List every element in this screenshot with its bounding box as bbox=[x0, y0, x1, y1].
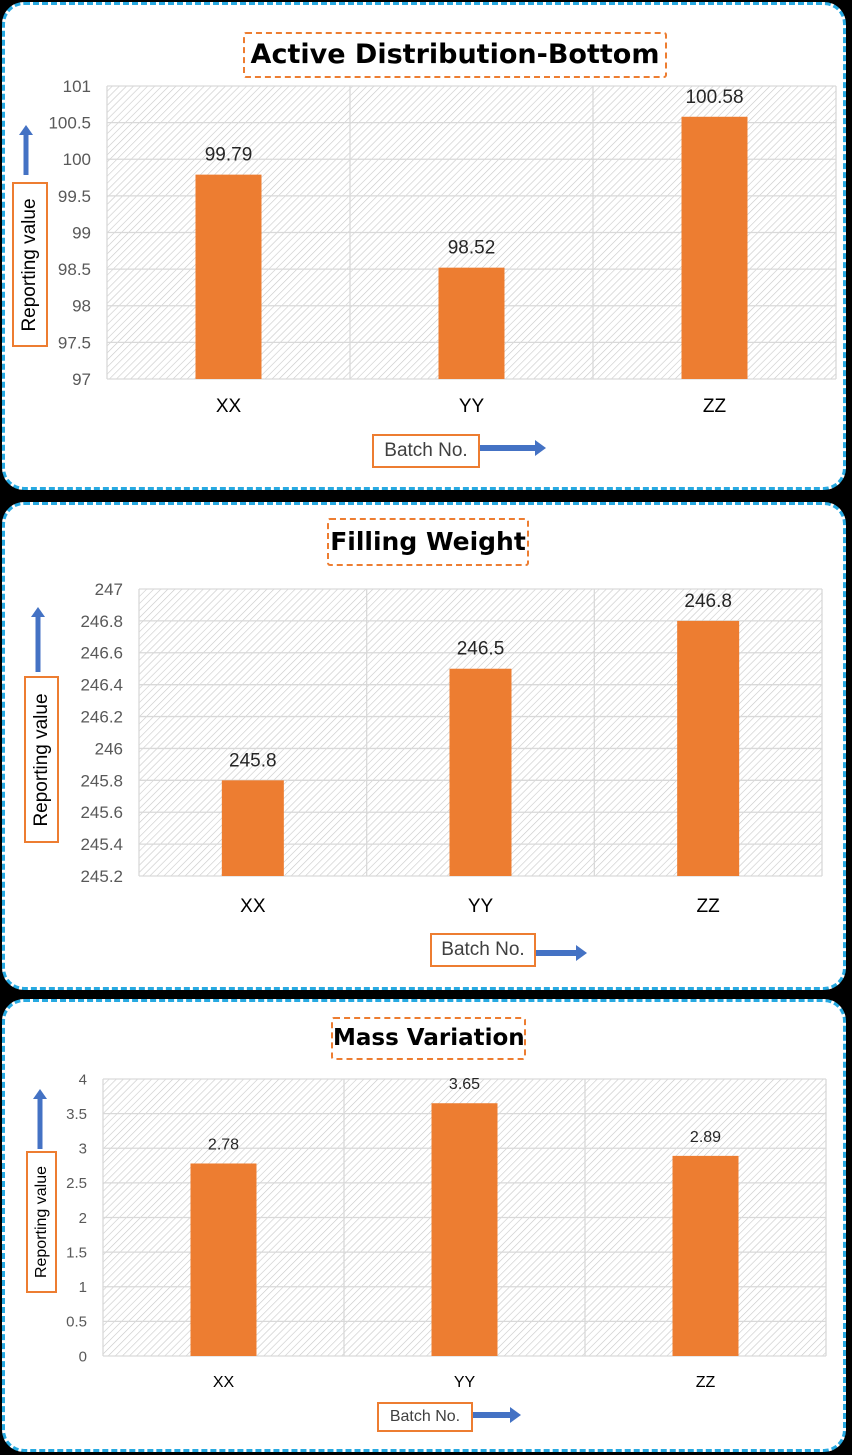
x-category-label: YY bbox=[468, 896, 494, 917]
y-tick-label: 2.5 bbox=[66, 1175, 87, 1192]
bar-value-label: 2.89 bbox=[690, 1129, 721, 1146]
y-axis-arrow-shaft bbox=[37, 1098, 43, 1149]
x-axis-arrow-shaft bbox=[476, 445, 536, 451]
y-tick-label: 101 bbox=[63, 77, 91, 96]
bar-value-label: 3.65 bbox=[449, 1076, 480, 1093]
x-category-label: XX bbox=[213, 1374, 235, 1391]
y-axis-arrow-head bbox=[33, 1089, 47, 1099]
bar-value-label: 246.8 bbox=[684, 591, 732, 612]
bar-value-label: 245.8 bbox=[229, 750, 277, 771]
chart-plot-mass-variation: 0 0.5 1 1.5 2 2.5 3 3.5 4 2.78 XX 3.65 YY 2.89 ZZ bbox=[33, 1071, 827, 1423]
y-tick-label: 246.8 bbox=[80, 612, 123, 631]
bar-value-label: 2.78 bbox=[208, 1136, 239, 1153]
y-axis-arrow-head bbox=[19, 125, 33, 135]
y-tick-label: 246.6 bbox=[80, 644, 123, 663]
y-tick-label: 246 bbox=[95, 739, 123, 758]
x-axis-arrow-head bbox=[535, 440, 546, 456]
chart-title: Mass Variation bbox=[331, 1017, 526, 1060]
x-category-label: XX bbox=[240, 896, 266, 917]
chart-plot-active-distribution: 97 97.5 98 98.5 99 99.5 100 100.5 101 99.79 XX 98.5… bbox=[19, 77, 837, 456]
bar-value-label: 246.5 bbox=[457, 639, 505, 660]
bar-xx bbox=[221, 780, 284, 876]
y-tick-label: 97 bbox=[72, 370, 91, 389]
x-axis-label: Batch No. bbox=[430, 933, 536, 967]
bar-zz bbox=[672, 1155, 739, 1356]
x-category-label: XX bbox=[216, 396, 242, 417]
y-tick-label: 2 bbox=[79, 1210, 87, 1227]
y-tick-label: 4 bbox=[79, 1071, 87, 1088]
y-tick-label: 99.5 bbox=[58, 187, 91, 206]
y-tick-label: 99 bbox=[72, 223, 91, 242]
x-axis-arrow-shaft bbox=[531, 950, 577, 956]
x-category-label: YY bbox=[459, 396, 485, 417]
y-tick-label: 98.5 bbox=[58, 260, 91, 279]
y-axis-arrow-shaft bbox=[23, 134, 29, 175]
y-axis-label-text: Reporting value bbox=[30, 692, 52, 827]
bar-zz bbox=[681, 116, 748, 379]
x-axis-arrow-head bbox=[510, 1407, 521, 1423]
y-axis-label: Reporting value bbox=[12, 182, 48, 347]
x-axis-label: Batch No. bbox=[377, 1402, 473, 1432]
bar-yy bbox=[431, 1103, 498, 1356]
y-tick-label: 1 bbox=[79, 1279, 87, 1296]
y-axis-arrow-head bbox=[31, 607, 45, 617]
y-tick-label: 100 bbox=[63, 150, 91, 169]
x-axis-label: Batch No. bbox=[372, 434, 480, 468]
bar-zz bbox=[677, 620, 740, 876]
x-category-label: ZZ bbox=[697, 896, 721, 917]
chart-panel-filling-weight: 245.2 245.4 245.6 245.8 246 246.2 246.4 246.6 24… bbox=[2, 502, 846, 990]
y-tick-label: 98 bbox=[72, 297, 91, 316]
chart-title: Filling Weight bbox=[327, 518, 529, 566]
chart-title: Active Distribution-Bottom bbox=[243, 32, 667, 78]
y-tick-label: 3 bbox=[79, 1141, 87, 1158]
y-tick-label: 245.8 bbox=[80, 771, 123, 790]
y-axis-label-text: Reporting value bbox=[19, 197, 40, 332]
y-tick-label: 3.5 bbox=[66, 1106, 87, 1123]
y-axis-label: Reporting value bbox=[24, 676, 59, 843]
y-tick-label: 247 bbox=[95, 580, 123, 599]
y-tick-label: 245.2 bbox=[80, 867, 123, 886]
y-tick-label: 245.4 bbox=[80, 835, 123, 854]
bar-yy bbox=[438, 267, 505, 379]
chart-plot-filling-weight: 245.2 245.4 245.6 245.8 246 246.2 246.4 246.6 24… bbox=[31, 580, 823, 961]
y-tick-label: 0 bbox=[79, 1348, 87, 1365]
y-tick-label: 246.4 bbox=[80, 676, 123, 695]
y-axis-label: Reporting value bbox=[26, 1151, 57, 1293]
y-tick-label: 100.5 bbox=[48, 114, 91, 133]
bar-yy bbox=[449, 668, 512, 876]
bar-xx bbox=[190, 1163, 257, 1356]
y-tick-label: 245.6 bbox=[80, 803, 123, 822]
x-category-label: ZZ bbox=[696, 1374, 716, 1391]
y-tick-label: 97.5 bbox=[58, 333, 91, 352]
bar-value-label: 98.52 bbox=[448, 238, 496, 259]
chart-panel-mass-variation: 0 0.5 1 1.5 2 2.5 3 3.5 4 2.78 XX 3.65 YY 2.89 ZZ Mass… bbox=[2, 999, 846, 1452]
x-axis-arrow-shaft bbox=[466, 1412, 511, 1418]
y-axis-arrow-shaft bbox=[35, 616, 41, 672]
y-tick-label: 1.5 bbox=[66, 1244, 87, 1261]
y-axis-label-text: Reporting value bbox=[32, 1165, 50, 1279]
bar-value-label: 99.79 bbox=[205, 145, 253, 166]
y-tick-label: 0.5 bbox=[66, 1314, 87, 1331]
bar-value-label: 100.58 bbox=[685, 87, 743, 108]
chart-panel-active-distribution: 97 97.5 98 98.5 99 99.5 100 100.5 101 99.79 XX 98.5… bbox=[2, 2, 846, 490]
bar-xx bbox=[195, 174, 262, 379]
x-axis-arrow-head bbox=[576, 945, 587, 961]
y-tick-label: 246.2 bbox=[80, 708, 123, 727]
x-category-label: YY bbox=[454, 1374, 476, 1391]
x-category-label: ZZ bbox=[703, 396, 727, 417]
